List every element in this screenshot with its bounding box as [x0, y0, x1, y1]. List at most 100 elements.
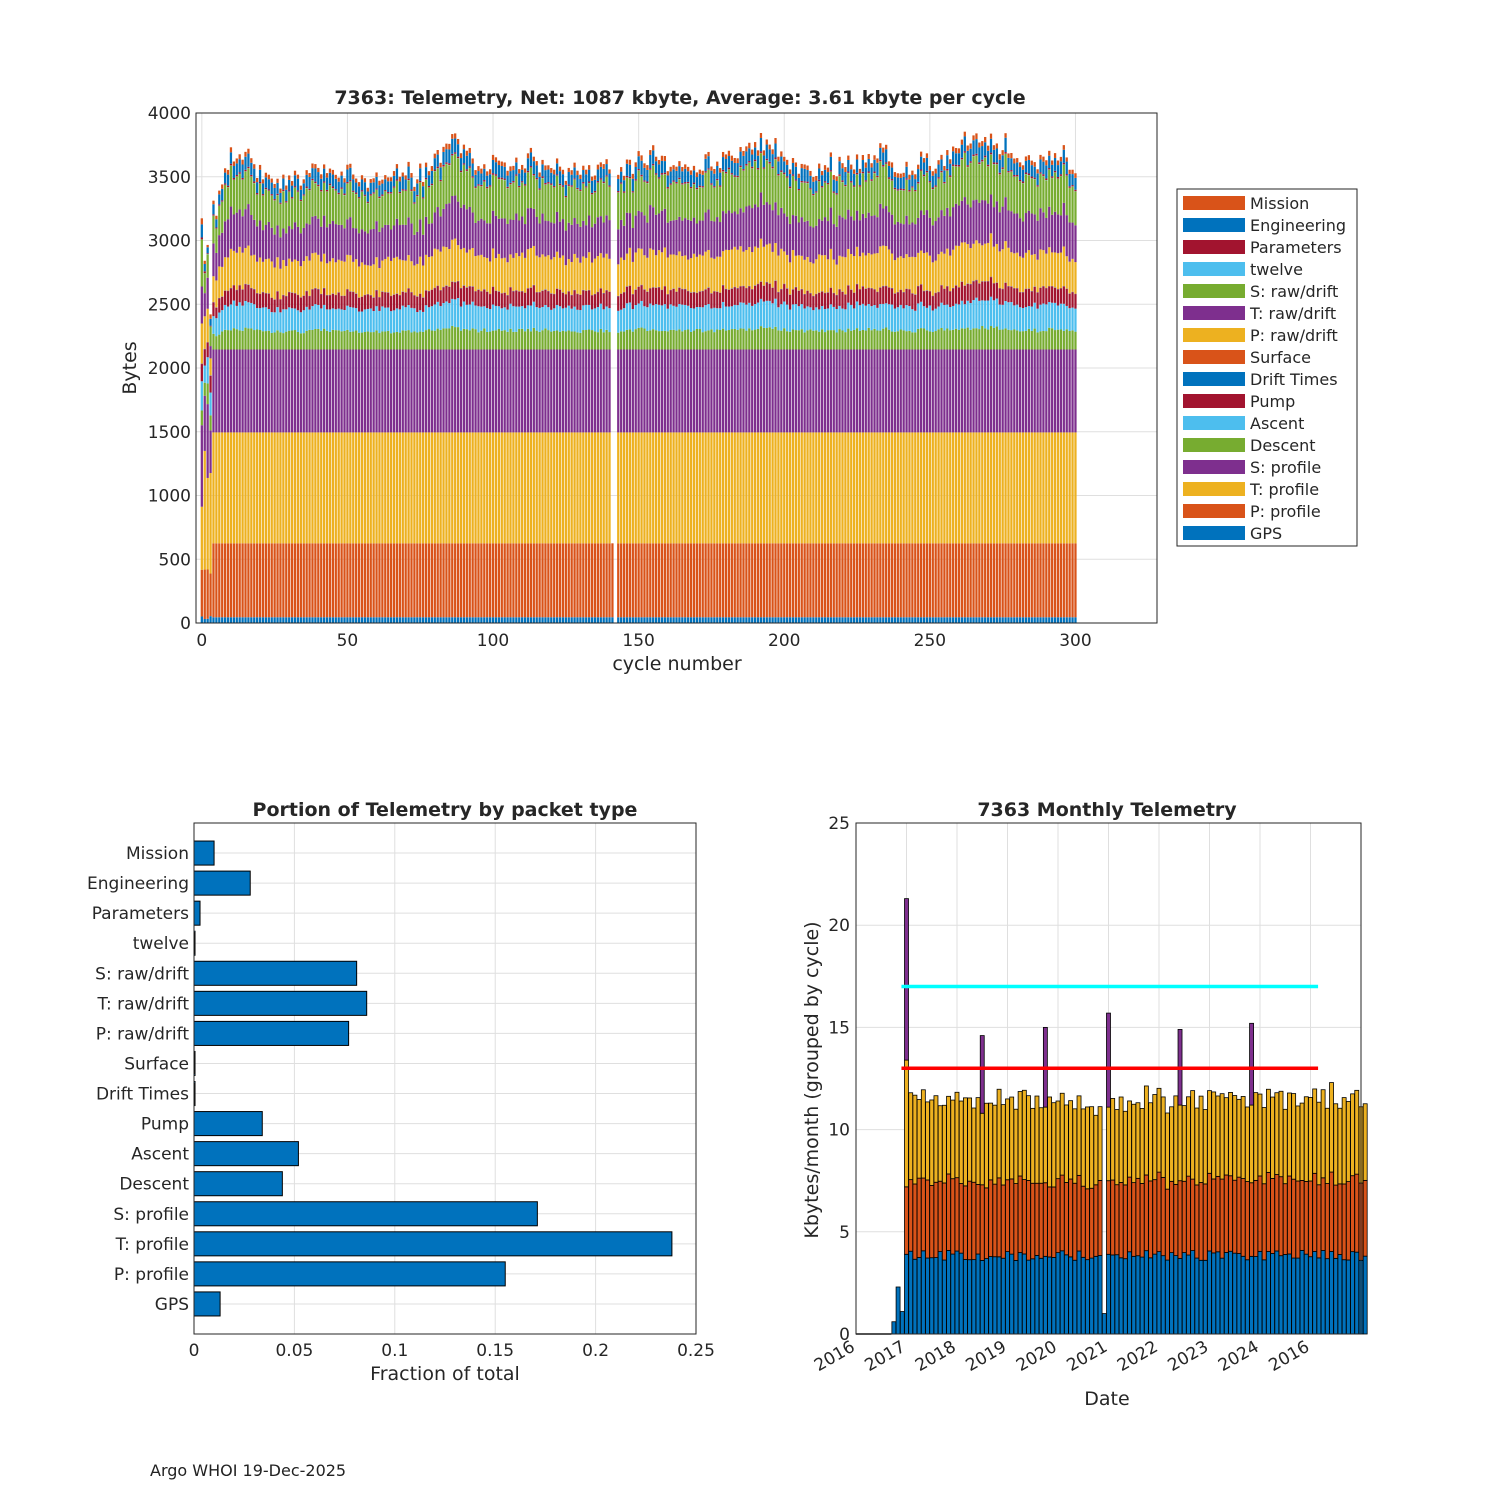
bar-segment — [634, 349, 637, 433]
bar-segment — [223, 543, 227, 618]
bar-segment — [823, 169, 827, 182]
bar-segment — [954, 617, 958, 623]
bar-segment — [838, 432, 841, 544]
bar-segment — [561, 543, 565, 618]
bar-segment — [360, 175, 364, 180]
bar-segment — [625, 159, 629, 164]
bar-segment — [238, 159, 241, 173]
bar-segment — [890, 253, 894, 288]
bar-segment — [908, 174, 911, 180]
bar-segment — [847, 248, 850, 286]
bar-segment — [328, 543, 332, 618]
bar-segment — [445, 149, 448, 163]
bar-segment — [620, 331, 623, 350]
bar-segment — [369, 179, 372, 183]
bar-segment — [986, 242, 990, 281]
bar-segment — [253, 304, 256, 331]
bar-segment — [698, 543, 701, 618]
bar-segment — [742, 212, 745, 252]
bar-segment — [381, 291, 384, 307]
bar-segment — [771, 328, 774, 350]
bar-segment — [340, 171, 343, 176]
bar-segment — [1071, 543, 1074, 618]
bar-segment — [337, 224, 340, 260]
bar-segment — [480, 291, 483, 307]
bar-segment — [375, 543, 378, 618]
bar-segment — [1013, 305, 1016, 330]
bar-segment — [203, 316, 206, 349]
bar-segment — [966, 283, 969, 301]
bar-segment — [809, 262, 812, 293]
bar-segment — [876, 543, 879, 618]
bar-segment — [424, 162, 428, 168]
bar-segment — [550, 432, 553, 544]
legend-swatch — [1183, 438, 1245, 452]
bar-segment — [290, 185, 294, 198]
bar-segment — [652, 163, 655, 166]
bar-segment — [756, 543, 760, 618]
bar-segment — [788, 186, 792, 189]
bar-segment — [223, 432, 227, 544]
bar-segment — [704, 305, 707, 332]
bar-segment — [611, 617, 614, 623]
bar-segment — [241, 177, 244, 180]
bar-segment — [328, 349, 332, 433]
bar-segment — [652, 150, 655, 164]
bar-segment — [253, 183, 256, 220]
bar-segment — [550, 349, 553, 433]
bar-segment — [669, 432, 672, 544]
bar-segment — [698, 617, 701, 623]
bar-segment — [401, 330, 404, 350]
bar-segment — [1074, 191, 1077, 226]
bar-segment — [1027, 288, 1031, 307]
bar-segment — [267, 190, 270, 222]
bar-segment — [206, 618, 209, 623]
bar-segment — [692, 165, 696, 171]
bar-segment — [1062, 543, 1065, 618]
bar-segment — [919, 284, 923, 302]
legend-label: P: raw/drift — [1250, 326, 1338, 345]
bar-segment — [710, 432, 713, 544]
bar-segment — [497, 177, 500, 179]
bar-segment — [384, 258, 387, 292]
bar-segment — [288, 292, 291, 308]
bar-segment — [946, 207, 949, 249]
bar-segment — [206, 277, 209, 309]
bar-segment — [631, 192, 634, 228]
bar-segment — [331, 349, 335, 433]
bar-segment — [949, 216, 952, 256]
bar-segment — [462, 204, 466, 248]
bar-segment — [1021, 617, 1025, 623]
bar-segment — [296, 295, 300, 311]
bar-segment — [800, 349, 803, 433]
bar-segment — [293, 617, 297, 623]
bar-segment — [200, 237, 203, 240]
bar-segment — [800, 217, 803, 256]
bar-segment — [687, 617, 690, 623]
bar-segment — [387, 193, 390, 225]
bar-segment — [637, 151, 640, 157]
bar-segment — [436, 349, 439, 433]
bar-segment — [570, 187, 573, 225]
bar-segment — [518, 617, 521, 623]
bar-segment — [925, 210, 929, 253]
bar-segment — [293, 187, 297, 223]
bar-segment — [646, 330, 649, 350]
bar-segment — [847, 543, 850, 618]
bar-segment — [1059, 329, 1063, 350]
bar-segment — [753, 543, 757, 618]
bar-segment — [812, 177, 815, 182]
bar-segment — [1016, 330, 1019, 350]
bar-segment — [742, 617, 745, 623]
bar-segment — [893, 172, 897, 177]
bar-segment — [357, 617, 361, 623]
bar-segment — [436, 543, 439, 618]
bar-segment — [637, 210, 640, 249]
bar-segment — [299, 349, 302, 433]
bar-segment — [585, 169, 588, 175]
bar-segment — [972, 432, 975, 544]
bar-segment — [934, 308, 937, 332]
bar-segment — [719, 168, 722, 173]
bar-segment — [308, 543, 311, 618]
bar-segment — [322, 543, 326, 618]
